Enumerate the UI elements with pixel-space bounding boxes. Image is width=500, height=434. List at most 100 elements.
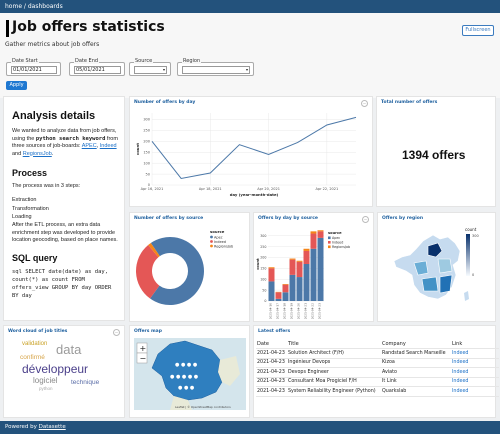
bar-segment	[310, 248, 317, 301]
more-options-icon[interactable]: …	[362, 216, 369, 223]
column-header[interactable]: Title	[287, 339, 381, 349]
cell-title: Ingénieur Devops	[287, 358, 381, 368]
x-tick-label: 2021-04-17	[276, 303, 280, 319]
offer-link[interactable]: Indeed	[452, 388, 469, 394]
bar-segment	[289, 258, 296, 260]
date-end-input[interactable]: 05/01/2021	[74, 66, 121, 74]
card-title: Total number of offers	[381, 100, 438, 105]
y-tick-label: 0	[148, 183, 150, 187]
column-header[interactable]: Company	[381, 339, 451, 349]
x-tick-label: 2021-04-19	[290, 303, 294, 319]
region-legend-title: count	[465, 227, 477, 232]
offer-link[interactable]: Indeed	[452, 350, 469, 356]
y-tick-label: 250	[260, 245, 266, 249]
card-title: Number of offers by source	[134, 216, 204, 221]
bar-segment	[268, 281, 275, 301]
pie-slice	[148, 242, 160, 258]
analysis-card: Analysis details We wanted to analyze da…	[3, 96, 125, 321]
region-label: Region	[182, 58, 202, 64]
y-axis-label: count	[135, 143, 140, 155]
region-map: count 300 0	[393, 227, 479, 301]
series-line	[151, 116, 357, 180]
total-offers-value: 1394 offers	[402, 148, 466, 162]
indeed-link[interactable]: Indeed	[99, 143, 117, 149]
card-title: Offers by day by source	[258, 216, 318, 221]
legend-label: Apec	[332, 236, 340, 240]
cell-title: System Reliability Engineer (Python)	[287, 386, 381, 397]
date-start-input[interactable]: 01/01/2021	[11, 66, 57, 74]
legend-swatch	[328, 236, 331, 240]
map-marker-glyph: ● ● ● ●	[175, 362, 198, 368]
y-tick-label: 300	[260, 234, 266, 238]
x-tick-label: Apr 20, 2021	[257, 187, 280, 191]
bar-segment	[268, 267, 275, 269]
cell-company: Quarkslab	[381, 386, 451, 397]
offer-link[interactable]: Indeed	[452, 360, 469, 366]
map-marker-glyph: ● ● ●	[178, 385, 195, 391]
column-header[interactable]: Link	[451, 339, 499, 349]
pie-slice	[136, 244, 160, 299]
bar-segment	[296, 261, 303, 278]
datasette-link[interactable]: Datasette	[38, 424, 66, 430]
cell-company: Kizoa	[381, 358, 451, 368]
offers-by-day-source-card: Offers by day by source … 0 50 100 150 200 25…	[253, 212, 374, 322]
apec-link[interactable]: APEC	[81, 143, 97, 149]
column-header[interactable]: Date	[256, 339, 287, 349]
cloud-word: data	[56, 342, 82, 357]
cell-title: Consultant Moa Progiciel F/H	[287, 377, 381, 387]
process-intro: The process was in 3 steps:	[12, 183, 81, 189]
map-attribution: Leaflet | © OpenStreetMap contributors	[175, 405, 231, 409]
page-header	[0, 13, 500, 98]
offers-by-source-card: Number of offers by source source Apec Ind…	[129, 212, 250, 322]
x-tick-label: Apr 18, 2021	[199, 187, 222, 191]
zoom-out-button[interactable]	[136, 352, 148, 364]
legend-label: Apec	[214, 235, 223, 239]
more-options-icon[interactable]: …	[361, 100, 368, 107]
bar-segment	[317, 230, 324, 232]
offers-by-region-card: Offers by region count 300 0	[377, 212, 496, 322]
card-title: Number of offers by day	[134, 100, 196, 105]
y-tick-label: 50	[146, 172, 150, 176]
bar-segment	[289, 274, 296, 301]
x-tick-label: Apr 22, 2021	[315, 187, 338, 191]
more-options-icon[interactable]: …	[113, 329, 120, 336]
offers-map-card: Offers map ● ● ● ● ● ● ● ● ● ● ● ● + − L…	[129, 325, 250, 418]
bar-segment	[303, 264, 310, 301]
fullscreen-button[interactable]: Fullscreen	[462, 25, 494, 36]
cell-company: It Link	[381, 377, 451, 387]
source-select[interactable]: ▾	[134, 66, 167, 74]
offers-map[interactable]: ● ● ● ● ● ● ● ● ● ● ● ● + − Leaflet | © …	[130, 326, 251, 419]
offers-by-day-card: Number of offers by day … 0 50 100 150 200 25…	[129, 96, 373, 207]
region-legend-max: 300	[472, 234, 479, 238]
chevron-down-icon: ▾	[162, 67, 165, 72]
offer-link[interactable]: Indeed	[452, 379, 469, 385]
card-title: Offers by region	[382, 216, 424, 221]
cell-date: 2021-04-23	[256, 348, 287, 359]
bar-segment	[317, 231, 324, 238]
step-item: Transformation	[12, 206, 49, 212]
sql-query: sql SELECT date(date) as day, count(*) a…	[12, 269, 112, 299]
y-tick-label: 50	[262, 288, 266, 292]
breadcrumb[interactable]: home / dashboards	[0, 0, 500, 13]
regionsjob-link[interactable]: RegionsJob	[22, 150, 52, 157]
table-row: 2021-04-23 Ingénieur Devops Kizoa Indeed	[256, 358, 499, 368]
offer-link[interactable]: Indeed	[452, 369, 469, 375]
map-markers-area[interactable]	[151, 340, 223, 401]
bar-segment	[310, 231, 317, 234]
cloud-word: technique	[71, 379, 100, 386]
x-tick-label: 2021-04-16	[269, 303, 273, 319]
footer: Powered by Datasette	[0, 421, 500, 434]
card-title: Word cloud of job titles	[8, 329, 68, 334]
page-title: Job offers statistics	[12, 19, 165, 35]
bar-segment	[310, 233, 317, 249]
chevron-down-icon: ▾	[245, 67, 248, 72]
y-tick-label: 150	[260, 267, 266, 271]
footer-prefix: Powered by	[5, 424, 39, 430]
region-select[interactable]: ▾	[182, 66, 250, 74]
date-start-filter: Date Start 01/01/2021	[6, 58, 61, 76]
card-title: Latest offers	[258, 329, 291, 334]
date-end-label: Date End	[74, 58, 100, 64]
apply-button[interactable]: Apply	[6, 81, 27, 90]
map-land-south	[170, 396, 192, 410]
